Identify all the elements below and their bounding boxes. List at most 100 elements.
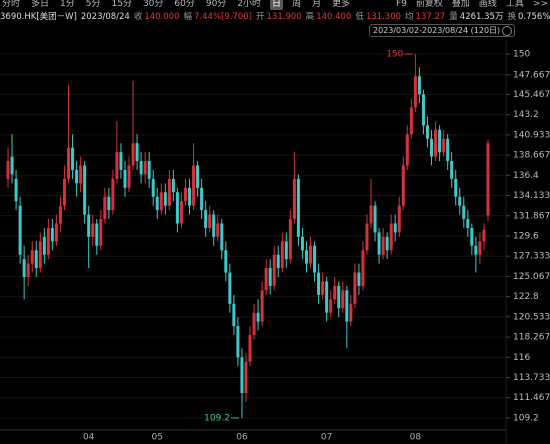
- field-value: 137.27: [415, 12, 446, 22]
- candle-body: [54, 223, 58, 242]
- period-tab[interactable]: 2小时: [237, 0, 262, 9]
- period-tab[interactable]: 分时: [2, 0, 21, 9]
- field-name: 量: [449, 12, 458, 22]
- candle-body: [393, 223, 397, 233]
- field-value: 140.400: [316, 12, 352, 22]
- period-tab[interactable]: 月: [312, 0, 322, 9]
- field-value: 7.44%[9.700]: [194, 12, 252, 22]
- range-selector[interactable]: 2023/03/02-2023/08/24 (120日): [369, 24, 516, 37]
- period-tab[interactable]: 日: [270, 0, 284, 10]
- field-name: 换: [507, 12, 516, 22]
- quote-field: 均 137.27: [405, 11, 445, 23]
- candle-body: [42, 236, 46, 255]
- candle-body: [280, 241, 284, 269]
- candle-body: [143, 161, 147, 175]
- y-tick-label: 127.333: [513, 252, 550, 262]
- field-value: 0.756%: [517, 12, 550, 22]
- tool-button[interactable]: >>: [532, 0, 548, 9]
- dropdown-icon: [502, 26, 513, 36]
- candle-body: [196, 165, 200, 188]
- candle-body: [123, 169, 127, 188]
- candle-body: [79, 165, 83, 184]
- period-tab[interactable]: 15分: [111, 0, 132, 9]
- candle-body: [361, 250, 365, 286]
- candle-body: [292, 178, 296, 220]
- candle-body: [34, 250, 38, 269]
- candle-body: [228, 272, 232, 304]
- candle-body: [188, 187, 192, 206]
- tool-button[interactable]: 画线: [478, 0, 497, 9]
- candle-body: [264, 268, 268, 291]
- candle-body: [50, 227, 54, 242]
- candle-body: [155, 196, 159, 211]
- candle-body: [276, 254, 280, 269]
- candle-body: [87, 214, 91, 237]
- candle-body: [421, 94, 425, 126]
- candle-body: [71, 147, 75, 170]
- x-tick-label: 07: [321, 433, 332, 443]
- y-tick-label: 113.733: [513, 373, 550, 383]
- candle-body: [313, 245, 317, 273]
- field-name: 均: [405, 12, 414, 22]
- period-tab[interactable]: 30分: [142, 0, 164, 9]
- candle-body: [200, 187, 204, 211]
- annotation-label: 150: [386, 49, 403, 59]
- candle-body: [103, 196, 107, 220]
- period-tab[interactable]: 周: [292, 0, 302, 9]
- tool-button[interactable]: 前复权: [415, 0, 443, 9]
- period-tab[interactable]: 更多: [332, 0, 351, 9]
- candle-body: [413, 76, 417, 108]
- period-tab[interactable]: 1分: [60, 0, 75, 9]
- quote-field: 收 140.000: [134, 11, 180, 23]
- candle-body: [425, 125, 429, 139]
- y-tick-label: 147.667: [513, 70, 550, 80]
- candle-body: [474, 245, 478, 255]
- candle-body: [365, 223, 369, 251]
- candle-body: [377, 232, 381, 255]
- y-tick-label: 120.533: [513, 312, 550, 322]
- candle-body: [212, 214, 216, 237]
- candle-body: [91, 223, 95, 237]
- period-tab[interactable]: 5分: [85, 0, 101, 9]
- candle-body: [345, 290, 349, 322]
- y-tick-label: 134.133: [513, 191, 550, 201]
- quote-field: 量 4261.35万: [449, 11, 503, 23]
- candle-body: [325, 281, 329, 313]
- candle-body: [357, 272, 361, 286]
- period-tab[interactable]: 90分: [205, 0, 227, 9]
- annotation-label: 109.2: [204, 413, 230, 423]
- candle-body: [38, 241, 42, 269]
- candle-body: [58, 205, 62, 224]
- candle-body: [26, 263, 30, 278]
- x-tick-label: 04: [83, 433, 95, 443]
- period-toolbar: 分时 多日 1分 5分 15分 30分 60分 90分 2小时日周 月 更多: [0, 0, 352, 10]
- tool-button[interactable]: 叠加: [451, 0, 470, 9]
- field-value: 4261.35万: [459, 12, 504, 22]
- y-tick-label: 116: [513, 353, 530, 363]
- candle-body: [317, 272, 321, 295]
- candle-body: [284, 241, 288, 260]
- candle-body: [107, 196, 111, 211]
- candle-body: [147, 161, 151, 179]
- y-tick-label: 136.4: [513, 171, 539, 181]
- candle-body: [405, 134, 409, 166]
- candle-body: [139, 161, 143, 175]
- candle-body: [409, 107, 413, 135]
- candle-body: [183, 187, 187, 202]
- tool-button[interactable]: 工具: [505, 0, 524, 9]
- candle-body: [30, 250, 34, 264]
- candle-body: [179, 201, 183, 224]
- field-name: 开: [256, 12, 265, 22]
- candle-body: [95, 223, 99, 246]
- candle-body: [434, 129, 438, 157]
- tool-button[interactable]: F9: [395, 0, 407, 9]
- candle-body: [430, 138, 434, 157]
- period-tab[interactable]: 多日: [31, 0, 50, 9]
- period-tab[interactable]: 60分: [174, 0, 195, 9]
- candle-body: [353, 272, 357, 304]
- symbol: 3690.HK[美团－W]: [0, 12, 77, 22]
- candle-body: [111, 178, 115, 211]
- candle-body: [341, 290, 345, 309]
- candle-body: [486, 143, 490, 216]
